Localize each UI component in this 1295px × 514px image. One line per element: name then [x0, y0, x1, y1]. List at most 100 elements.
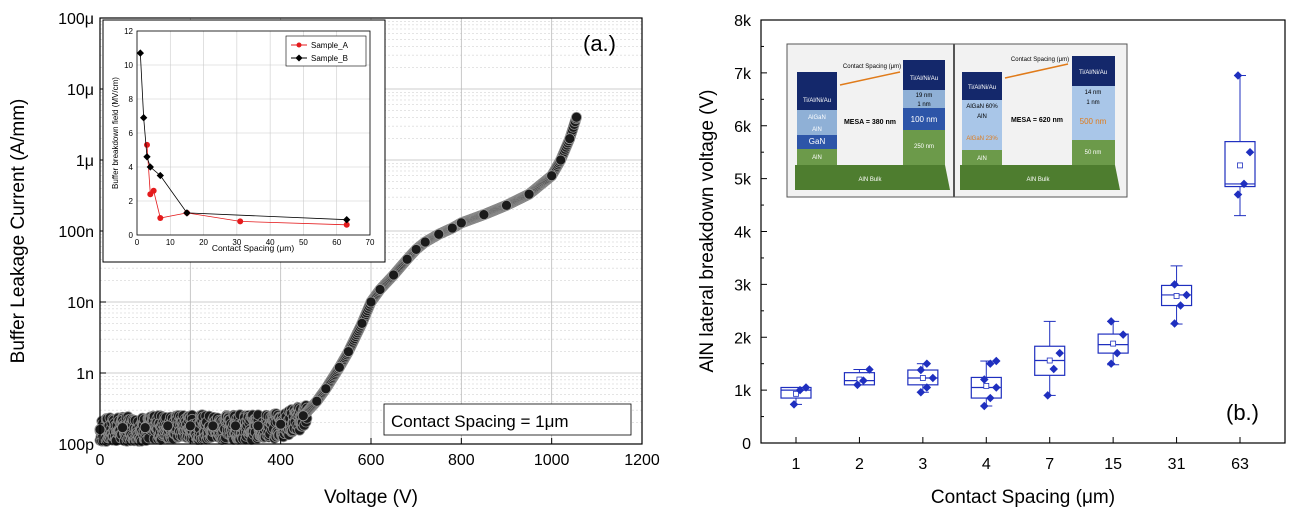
- scatter-point-data: [555, 154, 567, 166]
- bulk-label-left: AlN Bulk: [858, 177, 882, 183]
- inset-x-tick-label: 20: [199, 238, 208, 247]
- inset-x-tick-label: 70: [366, 238, 375, 247]
- panel-a-inset: 0 10 20 30 40 50 60 70 0 2 4 6 8 10 12 Contact Spacing…: [102, 19, 386, 263]
- right-right-stack-4: 50 nm: [1085, 150, 1102, 156]
- contact-label-right: Contact Spacing (μm): [1011, 57, 1069, 63]
- right-left-stack-4: AlN: [977, 156, 987, 162]
- structure-left: AlN Bulk Ti/Al/Ni/Au AlGaN AlN GaN AlN T…: [795, 60, 950, 190]
- inset-point-sample-b: [139, 114, 148, 122]
- box-data-point: [1049, 364, 1058, 374]
- left-pad-left-metal: [797, 72, 837, 110]
- scatter-point-data: [455, 217, 467, 229]
- right-left-stack-1: AlGaN 60%: [966, 104, 998, 110]
- box-data-point: [922, 359, 932, 368]
- box-mean: [1046, 357, 1053, 364]
- panel-b-x-ticks: 1 2 3 4 7 15 31 63: [792, 437, 1249, 473]
- x-tick-label: 7: [1045, 456, 1054, 473]
- inset-series: [136, 49, 351, 228]
- structure-right: AlN Bulk Ti/Al/Ni/Au AlGaN 60% AlN AlGaN…: [960, 56, 1120, 190]
- scatter-point-data: [523, 188, 535, 200]
- box-31: [1160, 265, 1193, 328]
- box-data-point: [916, 387, 926, 397]
- right-right-stack-3: 500 nm: [1080, 117, 1107, 126]
- box-mean: [1110, 340, 1117, 347]
- box-data-point: [992, 356, 1001, 366]
- scatter-point-data: [252, 420, 264, 432]
- left-pad-right-gan: [903, 108, 945, 130]
- scatter-point-data: [433, 228, 445, 240]
- left-right-stack-0: Ti/Al/Ni/Au: [910, 76, 938, 82]
- annotation-contact-spacing: Contact Spacing = 1μm: [391, 412, 569, 431]
- left-left-stack-4: AlN: [812, 155, 822, 161]
- y-tick-label: 0: [742, 436, 751, 453]
- panel-b-tag: (b.): [1226, 400, 1259, 425]
- box-2: [843, 365, 876, 390]
- inset-point-sample-a: [150, 187, 157, 194]
- box-data-point: [1043, 391, 1052, 400]
- legend-marker-sample-a: [296, 42, 302, 48]
- scatter-point-data: [184, 420, 196, 432]
- box-7: [1034, 320, 1066, 400]
- panel-a-y-axis-label: Buffer Leakage Current (A/mm): [8, 99, 29, 364]
- y-tick-label: 8k: [734, 13, 752, 30]
- inset-y-tick-label: 6: [129, 129, 134, 138]
- y-tick-label: 1n: [76, 366, 94, 383]
- inset-x-tick-label: 40: [266, 238, 275, 247]
- box-mean: [983, 382, 990, 389]
- right-right-stack-2: 1 nm: [1086, 100, 1099, 106]
- x-tick-label: 1: [792, 456, 801, 473]
- x-tick-label: 0: [96, 452, 105, 469]
- box-data-point: [1182, 290, 1191, 300]
- scatter-point-data: [501, 199, 512, 211]
- left-right-stack-2: 1 nm: [917, 102, 930, 108]
- left-left-stack-0: Ti/Al/Ni/Au: [803, 98, 831, 104]
- panel-a-tag: (a.): [583, 31, 616, 56]
- bulk-label-right: AlN Bulk: [1026, 177, 1050, 183]
- inset-ticks: 0 10 20 30 40 50 60 70 0 2 4 6 8 10 12: [124, 27, 375, 247]
- inset-legend: Sample_A Sample_B: [285, 35, 367, 67]
- x-tick-label: 31: [1168, 456, 1186, 473]
- panel-b-y-ticks: 0 1k 2k 3k 4k 5k 6k 7k 8k: [734, 13, 767, 453]
- box-mean: [793, 390, 799, 397]
- box-data-point: [992, 383, 1001, 392]
- panel-a: 0 200 400 600 800 1000 1200 100p1n10n100n1μ10μ…: [8, 11, 660, 508]
- y-tick-label: 100n: [58, 224, 94, 241]
- legend-label-sample-a: Sample_A: [311, 41, 349, 50]
- box-data-point: [1233, 71, 1243, 80]
- panel-b-x-axis-label: Contact Spacing (μm): [931, 487, 1115, 508]
- left-left-stack-3: GaN: [809, 137, 826, 146]
- box-data-point: [789, 400, 799, 409]
- box-data-point: [986, 359, 995, 368]
- scatter-point-data: [546, 170, 558, 182]
- x-tick-label: 4: [982, 456, 991, 473]
- scatter-point-data: [564, 133, 576, 145]
- scatter-point-data: [333, 361, 345, 373]
- left-pad-left-gan: [797, 135, 837, 149]
- panel-a-x-axis-label: Voltage (V): [324, 487, 418, 508]
- inset-point-sample-b: [143, 153, 151, 161]
- x-tick-label: 400: [267, 452, 294, 469]
- x-tick-label: 15: [1104, 456, 1122, 473]
- scatter-point-data: [117, 422, 128, 434]
- x-tick-label: 200: [177, 452, 204, 469]
- y-tick-label: 5k: [734, 172, 752, 189]
- inset-point-sample-b: [146, 163, 154, 171]
- mesa-label-left: MESA = 380 nm: [844, 119, 896, 126]
- y-tick-label: 3k: [734, 277, 752, 294]
- right-right-stack-1: 14 nm: [1085, 90, 1102, 96]
- inset-x-tick-label: 0: [135, 238, 140, 247]
- inset-point-sample-a: [237, 218, 244, 225]
- x-tick-label: 1000: [534, 452, 570, 469]
- right-left-stack-3: AlGaN 23%: [966, 136, 998, 142]
- box-data-point: [980, 401, 989, 411]
- contact-arrow-right: [1004, 63, 1069, 79]
- contact-label-left: Contact Spacing (μm): [843, 64, 901, 70]
- inset-y-tick-label: 10: [124, 61, 133, 70]
- panel-a-x-ticks: 0 200 400 600 800 1000 1200: [96, 438, 660, 469]
- box-3: [907, 359, 939, 397]
- box-1: [780, 383, 812, 409]
- box-4: [970, 356, 1002, 411]
- box-data-point: [1106, 359, 1116, 368]
- inset-y-tick-label: 4: [129, 163, 134, 172]
